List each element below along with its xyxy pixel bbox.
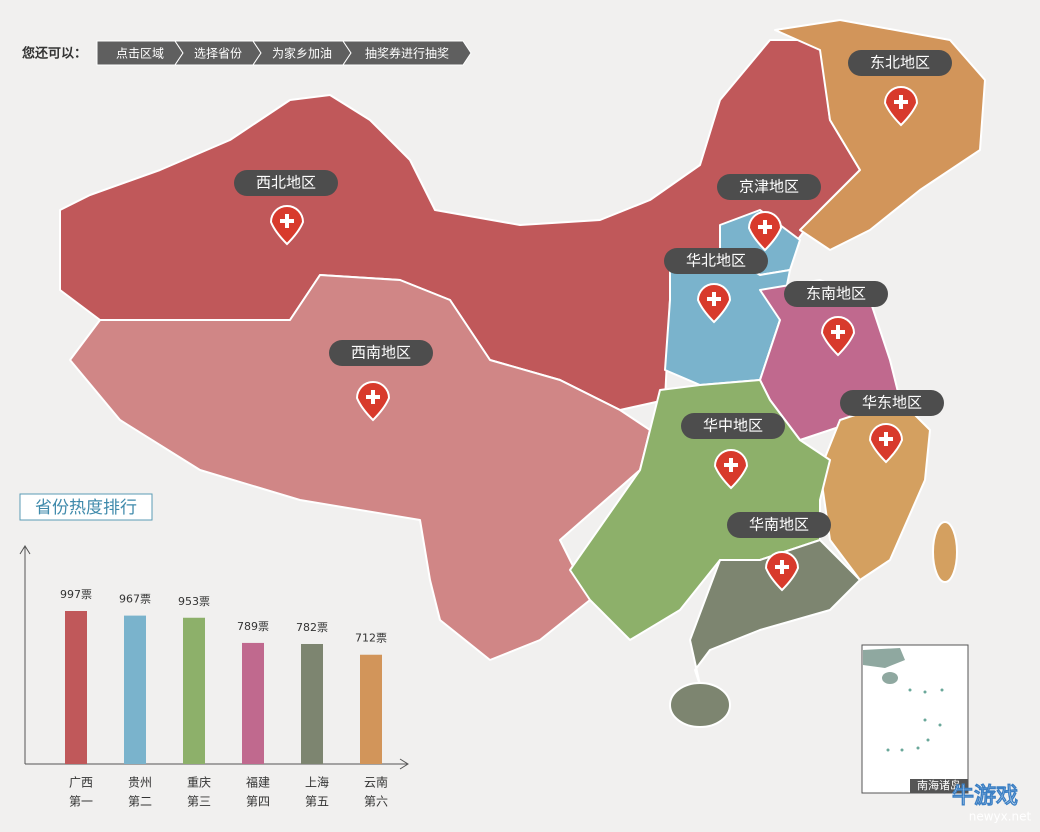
chart-title: 省份热度排行: [35, 498, 137, 518]
nav-step[interactable]: 为家乡加油: [272, 46, 332, 61]
inset-label: 南海诸岛: [917, 778, 961, 792]
rank-label: 第一: [69, 795, 93, 809]
bar: [360, 654, 382, 764]
value-label: 782票: [296, 621, 328, 634]
region-label[interactable]: 东北地区: [870, 54, 930, 72]
pin-plus[interactable]: [879, 432, 893, 446]
pin-plus[interactable]: [724, 458, 738, 472]
rank-label: 第二: [128, 795, 152, 809]
pin-plus[interactable]: [366, 390, 380, 404]
region-label[interactable]: 华中地区: [703, 417, 763, 435]
pin-plus[interactable]: [758, 220, 772, 234]
value-label: 997票: [60, 588, 92, 601]
region-label-bg[interactable]: [717, 174, 821, 200]
region-label-bg[interactable]: [784, 281, 888, 307]
bar: [65, 611, 87, 764]
region-label-bg[interactable]: [234, 170, 338, 196]
rank-label: 第五: [305, 795, 329, 809]
region-shape[interactable]: [689, 539, 861, 686]
rank-label: 第三: [187, 795, 211, 809]
region-shape[interactable]: [932, 521, 958, 583]
inset-dots: [886, 688, 944, 752]
rank-label: 第六: [364, 795, 388, 809]
nav-step[interactable]: 选择省份: [194, 47, 242, 61]
region-label-bg[interactable]: [329, 340, 433, 366]
x-tick-label: 福建: [246, 775, 270, 790]
rank-label: 第四: [246, 795, 270, 809]
pin-plus[interactable]: [894, 95, 908, 109]
region-label-bg[interactable]: [840, 390, 944, 416]
bar: [124, 615, 146, 764]
pin-plus[interactable]: [831, 325, 845, 339]
region-label[interactable]: 华北地区: [686, 252, 746, 270]
watermark-url: newyx.net: [969, 810, 1032, 824]
region-label[interactable]: 华南地区: [749, 516, 809, 534]
region-shape[interactable]: [774, 19, 986, 251]
x-tick-label: 贵州: [128, 776, 152, 790]
nav-step[interactable]: 抽奖券进行抽奖: [365, 46, 449, 61]
value-label: 712票: [355, 632, 387, 645]
value-label: 953票: [178, 595, 210, 608]
inset-coast: [863, 648, 905, 668]
bar: [183, 617, 205, 764]
value-label: 789票: [237, 620, 269, 633]
x-tick-label: 广西: [69, 776, 93, 790]
nav-prompt: 您还可以：: [22, 46, 87, 62]
region-shape[interactable]: [819, 399, 931, 581]
bar: [242, 642, 264, 764]
nav-step[interactable]: 点击区域: [116, 47, 164, 61]
region-label[interactable]: 西北地区: [256, 174, 316, 192]
region-label[interactable]: 华东地区: [862, 394, 922, 412]
watermark-title: 牛游戏: [952, 783, 1018, 809]
region-label[interactable]: 西南地区: [351, 344, 411, 362]
x-tick-label: 上海: [305, 775, 329, 790]
inset-label-bg: [910, 779, 968, 793]
region-shape[interactable]: [669, 682, 731, 728]
region-label-bg[interactable]: [681, 413, 785, 439]
region-label-bg[interactable]: [848, 50, 952, 76]
region-label[interactable]: 东南地区: [806, 285, 866, 303]
region-label-bg[interactable]: [727, 512, 831, 538]
value-label: 967票: [119, 593, 151, 606]
pin-plus[interactable]: [775, 560, 789, 574]
x-tick-label: 重庆: [187, 776, 211, 790]
chart-axes: [19, 545, 409, 770]
nav-step-bg[interactable]: [342, 40, 472, 66]
nav-steps: 点击区域 选择省份 为家乡加油 抽奖券进行抽奖: [96, 40, 472, 66]
map: [59, 19, 986, 728]
region-shape[interactable]: [69, 274, 651, 661]
bar: [301, 643, 323, 764]
x-tick-label: 云南: [364, 775, 388, 790]
region-label[interactable]: 京津地区: [739, 178, 799, 196]
pin-plus[interactable]: [707, 292, 721, 306]
region-label-bg[interactable]: [664, 248, 768, 274]
inset-island: [882, 672, 898, 684]
chart-title-box: [19, 493, 153, 521]
pin-plus[interactable]: [280, 214, 294, 228]
inset-box: [861, 644, 969, 794]
